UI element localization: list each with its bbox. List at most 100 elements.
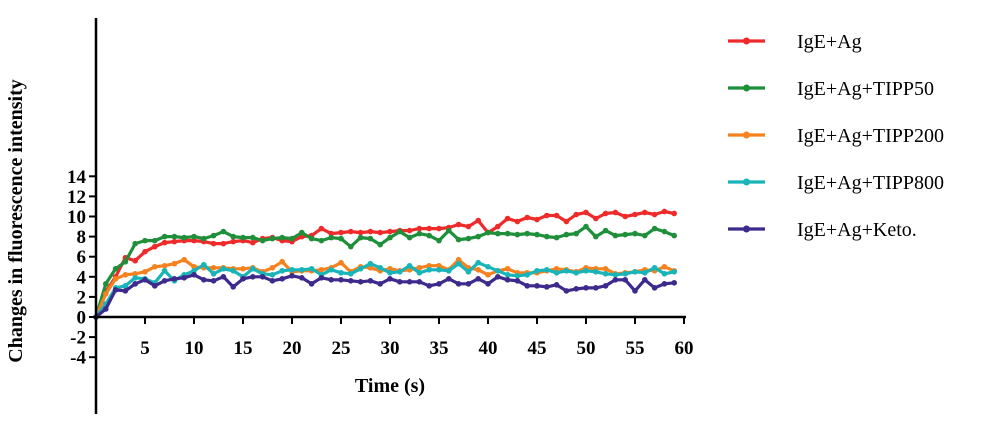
data-point <box>103 281 109 287</box>
data-point <box>269 235 276 242</box>
data-point <box>446 267 452 274</box>
data-point <box>201 261 207 268</box>
data-point <box>367 278 374 284</box>
data-point <box>269 264 276 271</box>
data-point <box>377 229 384 236</box>
x-axis-title: Time (s) <box>355 375 425 397</box>
data-point <box>132 240 138 247</box>
data-point <box>191 237 197 244</box>
data-point <box>436 237 442 244</box>
data-point <box>465 281 472 287</box>
data-point <box>240 265 246 272</box>
data-point <box>661 208 668 215</box>
data-point <box>132 270 138 277</box>
data-point <box>406 262 413 269</box>
data-point <box>181 256 187 263</box>
data-point <box>210 240 217 247</box>
data-point <box>651 225 658 232</box>
data-point <box>367 260 374 267</box>
legend-swatch-marker <box>743 178 750 186</box>
data-point <box>642 209 648 216</box>
data-point <box>642 232 648 239</box>
data-point <box>318 237 325 244</box>
data-point <box>475 217 482 224</box>
data-point <box>553 234 560 241</box>
data-point <box>504 215 511 222</box>
data-point <box>240 276 246 282</box>
data-point <box>210 264 217 271</box>
data-point <box>426 225 433 232</box>
data-point <box>357 265 364 272</box>
x-tick-label: 15 <box>234 338 253 359</box>
data-point <box>250 239 256 246</box>
data-point <box>583 267 589 274</box>
data-point <box>348 278 354 284</box>
x-tick-label: 30 <box>381 338 400 359</box>
data-point <box>161 278 168 284</box>
data-point <box>593 233 599 240</box>
data-point <box>455 221 462 228</box>
data-point <box>230 267 236 274</box>
data-point <box>338 235 344 242</box>
data-point <box>122 258 129 265</box>
data-point <box>122 283 129 289</box>
y-tick-label: 12 <box>67 187 86 208</box>
data-point <box>661 281 668 287</box>
data-point <box>622 231 628 238</box>
data-point <box>642 277 648 283</box>
data-point <box>406 227 413 234</box>
data-point <box>573 230 579 237</box>
data-point <box>406 279 413 285</box>
data-point <box>524 214 530 221</box>
data-point <box>553 269 560 276</box>
data-point <box>446 276 452 282</box>
data-point <box>112 276 119 282</box>
legend-swatch-marker <box>743 131 750 139</box>
data-point <box>583 209 589 216</box>
data-point <box>475 233 482 240</box>
data-point <box>377 281 384 287</box>
data-point <box>387 276 393 282</box>
data-point <box>348 228 354 235</box>
data-point <box>416 225 423 232</box>
data-point <box>632 211 638 218</box>
data-point <box>622 277 628 283</box>
data-point <box>250 234 256 241</box>
data-point <box>191 271 197 278</box>
data-point <box>152 263 158 270</box>
data-point <box>593 285 599 291</box>
y-tick-label: 8 <box>77 227 87 248</box>
series-5 <box>93 271 677 320</box>
data-point <box>563 267 570 274</box>
data-point <box>563 288 570 294</box>
data-point <box>142 237 148 244</box>
data-point <box>338 277 344 283</box>
data-point <box>475 259 482 266</box>
data-point <box>416 264 423 271</box>
data-point <box>534 216 540 223</box>
data-point <box>544 212 550 219</box>
data-point <box>573 211 579 218</box>
data-point <box>210 270 217 277</box>
data-point <box>259 274 266 280</box>
data-point <box>338 269 344 276</box>
data-point <box>436 281 442 287</box>
data-point <box>563 231 570 238</box>
data-point <box>583 285 589 291</box>
data-point <box>524 230 530 237</box>
data-point <box>593 268 599 275</box>
y-tick-label: 0 <box>77 308 87 329</box>
data-point <box>465 268 472 275</box>
data-point <box>602 210 609 217</box>
data-point <box>161 233 168 240</box>
data-point <box>553 265 560 272</box>
data-point <box>112 265 119 272</box>
data-point <box>289 272 295 279</box>
data-point <box>455 236 462 243</box>
data-point <box>142 248 148 255</box>
data-point <box>632 230 638 237</box>
data-point <box>573 286 579 292</box>
data-point <box>544 284 550 290</box>
data-point <box>544 266 550 273</box>
data-point <box>308 281 315 287</box>
